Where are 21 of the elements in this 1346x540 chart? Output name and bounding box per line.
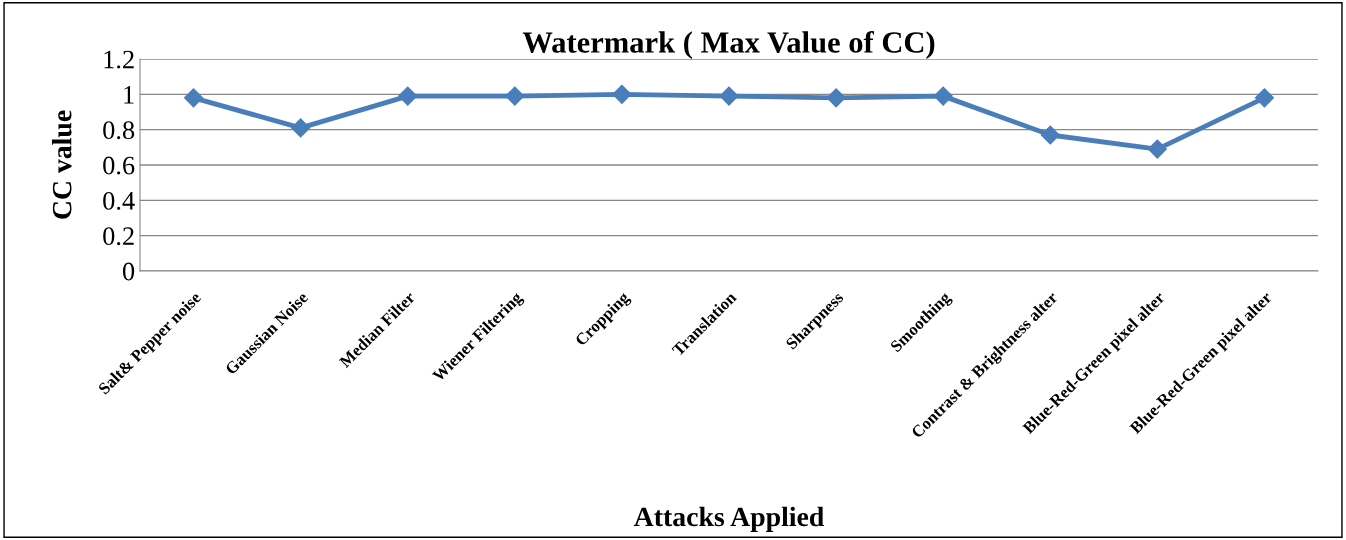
y-tick-label: 1.2 (104, 50, 134, 69)
point (291, 118, 311, 138)
x-axis-title: Attacks Applied (633, 506, 824, 532)
y-tick-label: 0.4 (103, 191, 135, 210)
point (1254, 88, 1274, 108)
y-tick-label: 0.2 (103, 227, 134, 246)
point (719, 86, 739, 106)
point (398, 86, 418, 106)
point (1040, 125, 1060, 145)
point (933, 86, 953, 106)
point (184, 88, 204, 108)
point (1147, 139, 1167, 159)
y-axis-title: CC value (51, 110, 72, 219)
chart-title: Watermark ( Max Value of CC) (522, 30, 935, 59)
point (826, 88, 846, 108)
y-tick-label: 1 (124, 86, 134, 104)
y-tick-label: 0 (122, 262, 135, 281)
point (612, 84, 632, 104)
y-tick-label: 0.8 (103, 121, 135, 140)
y-tick-label: 0.6 (103, 156, 135, 175)
point (505, 86, 525, 106)
